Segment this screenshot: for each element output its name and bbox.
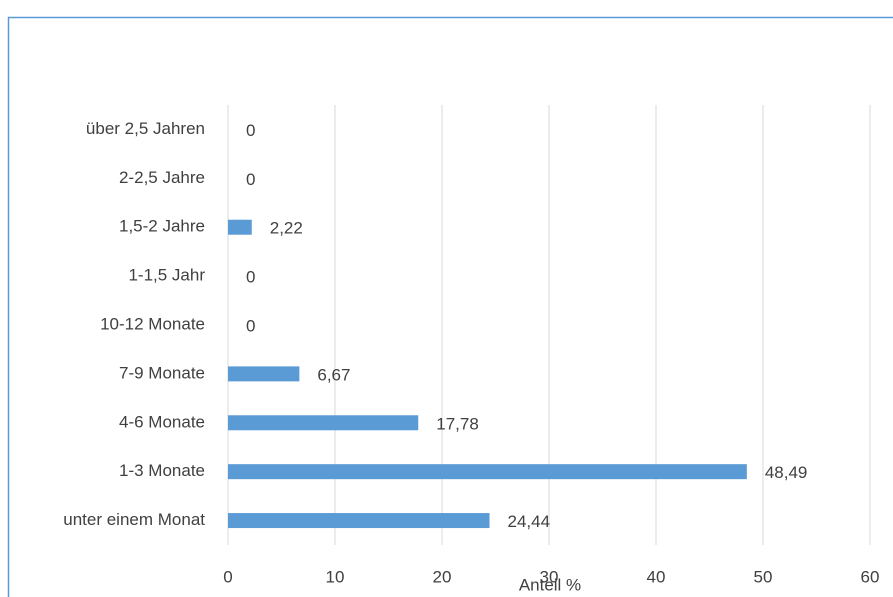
data-label: 0: [246, 268, 255, 287]
data-label: 0: [246, 170, 255, 189]
data-label: 0: [246, 316, 255, 335]
bar: [228, 219, 252, 235]
data-label: 0: [246, 121, 255, 140]
bar: [228, 366, 300, 382]
x-tick-label: 30: [540, 567, 559, 586]
x-tick-label: 60: [861, 567, 880, 586]
data-label: 17,78: [436, 414, 479, 433]
y-tick-label: unter einem Monat: [63, 510, 205, 529]
y-tick-label: 10-12 Monate: [100, 314, 205, 333]
bar: [228, 464, 747, 480]
x-tick-label: 0: [223, 567, 232, 586]
x-tick-label: 10: [326, 567, 345, 586]
y-tick-label: 2-2,5 Jahre: [119, 168, 205, 187]
bar: [228, 415, 419, 431]
y-tick-label: 7-9 Monate: [119, 363, 205, 382]
x-axis-label: Anteil %: [519, 575, 581, 594]
data-label: 6,67: [317, 365, 350, 384]
y-tick-label: 1-3 Monate: [119, 461, 205, 480]
y-tick-label: 1-1,5 Jahr: [128, 266, 205, 285]
x-tick-label: 50: [754, 567, 773, 586]
x-tick-label: 40: [647, 567, 666, 586]
data-label: 2,22: [270, 219, 303, 238]
y-tick-label: über 2,5 Jahren: [86, 119, 205, 138]
y-tick-label: 1,5-2 Jahre: [119, 217, 205, 236]
frame: [7, 16, 893, 597]
data-label: 24,44: [508, 512, 551, 531]
x-tick-label: 20: [433, 567, 452, 586]
data-label: 48,49: [765, 463, 808, 482]
bar: [228, 513, 490, 529]
y-tick-label: 4-6 Monate: [119, 412, 205, 431]
